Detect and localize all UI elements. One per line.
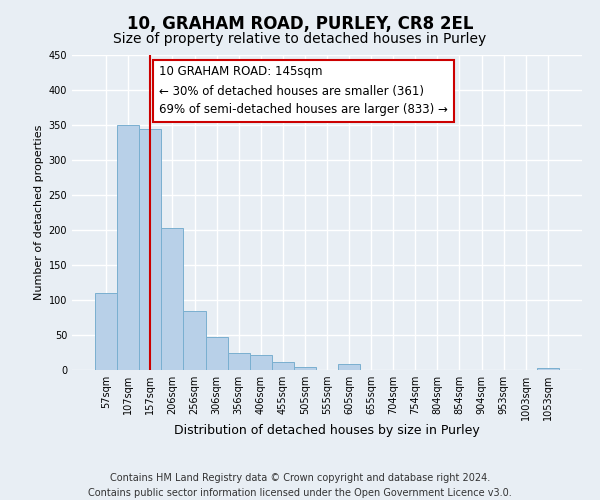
X-axis label: Distribution of detached houses by size in Purley: Distribution of detached houses by size … <box>174 424 480 438</box>
Bar <box>95 293 117 370</box>
Bar <box>139 128 161 370</box>
Bar <box>294 366 316 370</box>
Y-axis label: Number of detached properties: Number of detached properties <box>34 125 44 300</box>
Bar <box>184 310 206 370</box>
Bar <box>338 364 360 370</box>
Text: Size of property relative to detached houses in Purley: Size of property relative to detached ho… <box>113 32 487 46</box>
Bar <box>161 228 184 370</box>
Bar <box>227 352 250 370</box>
Text: 10, GRAHAM ROAD, PURLEY, CR8 2EL: 10, GRAHAM ROAD, PURLEY, CR8 2EL <box>127 15 473 33</box>
Bar <box>117 125 139 370</box>
Text: 10 GRAHAM ROAD: 145sqm
← 30% of detached houses are smaller (361)
69% of semi-de: 10 GRAHAM ROAD: 145sqm ← 30% of detached… <box>159 66 448 116</box>
Bar <box>250 354 272 370</box>
Bar <box>272 362 294 370</box>
Bar <box>537 368 559 370</box>
Text: Contains HM Land Registry data © Crown copyright and database right 2024.
Contai: Contains HM Land Registry data © Crown c… <box>88 472 512 498</box>
Bar <box>206 337 227 370</box>
